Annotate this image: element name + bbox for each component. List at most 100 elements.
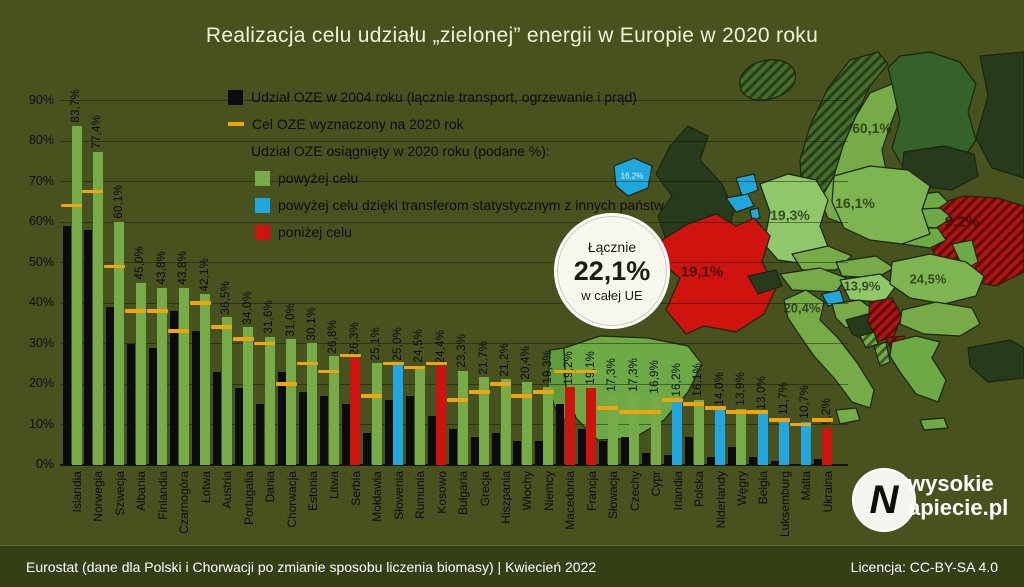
country-label: Czechy [627, 471, 642, 512]
country-label: Austria [220, 471, 235, 509]
map-bulgaria [899, 301, 981, 337]
target-marker [425, 361, 447, 366]
country-label: Kosowo [434, 471, 449, 514]
country-label: Ukraina [820, 471, 835, 513]
country-label: Hiszpania [499, 471, 513, 524]
bar-2004 [492, 432, 500, 465]
target-dash-icon [228, 122, 244, 126]
value-label: 43,8% [155, 251, 168, 285]
target-marker [554, 369, 576, 374]
target-marker [640, 410, 662, 414]
chart-legend: Udział OZE w 2004 roku (łącznie transpor… [228, 88, 664, 250]
bar-2004 [384, 400, 393, 465]
bar-2020 [521, 382, 532, 465]
bar-2020 [779, 417, 790, 465]
bar-2020 [264, 337, 275, 465]
legend-label-transfer: powyżej celu dzięki transferom statystyc… [278, 197, 664, 213]
country-label: Łotwa [198, 471, 213, 504]
bar-2004 [320, 396, 329, 465]
map-finland [887, 51, 977, 181]
logo-text: wysokie apiecie.pl [908, 471, 1008, 520]
bar-2020 [564, 387, 575, 465]
map-luxembourg [749, 207, 761, 221]
country-label: Macedonia [563, 471, 578, 530]
bar-2020 [371, 363, 382, 465]
y-axis-tick: 40% [28, 295, 54, 309]
map-value-label: 24,5% [909, 271, 947, 287]
map-france [655, 213, 777, 335]
bar-2004 [685, 436, 694, 465]
bar-2020 [286, 339, 296, 465]
y-axis-tick: 30% [28, 335, 54, 350]
value-label: 16,1% [692, 363, 705, 397]
value-label: 26,8% [327, 319, 340, 354]
bar-2004 [363, 432, 372, 465]
target-marker [725, 410, 747, 414]
y-axis-tick: 70% [28, 173, 54, 188]
value-label: 16,9% [649, 359, 662, 394]
map-slovakia [835, 255, 895, 279]
legend-label-target: Cel OZE wyznaczony na 2020 rok [252, 116, 464, 132]
green-square-icon [255, 170, 270, 186]
bar-2004 [792, 463, 801, 465]
y-axis-tick: 80% [28, 133, 54, 147]
bar-2020 [393, 363, 404, 465]
country-label: Słowacja [606, 471, 621, 520]
footer-bar: Eurostat (dane dla Polski i Chorwacji po… [0, 545, 1024, 587]
value-label: 25,1% [370, 326, 383, 361]
country-label: Portugalia [241, 471, 256, 526]
country-label: Dania [263, 471, 278, 503]
bar-2020 [350, 358, 361, 465]
bar-2020 [822, 427, 833, 465]
y-axis-tick: 50% [28, 254, 54, 269]
value-label: 19,3% [541, 350, 554, 384]
page-title: Realizacja celu udziału „zielonej” energ… [205, 24, 819, 47]
value-label: 43,8% [177, 251, 190, 285]
target-marker [447, 398, 469, 402]
map-sicily [835, 407, 861, 425]
value-label: 77,4% [91, 114, 104, 149]
y-axis-tick: 60% [28, 214, 54, 228]
bar-2004 [277, 371, 286, 465]
value-label: 30,1% [305, 306, 318, 341]
target-marker [189, 301, 211, 305]
value-label: 17,3% [627, 358, 640, 392]
bar-2020 [92, 151, 103, 465]
value-label: 23,3% [456, 334, 469, 368]
bar-2004 [63, 226, 71, 465]
target-marker [768, 418, 790, 422]
y-axis-tick: 20% [28, 376, 54, 390]
logo-line1: wysokie [908, 471, 994, 496]
target-marker [618, 410, 640, 414]
grid-line [60, 343, 848, 344]
eu-total-badge: Łącznie 22,1% w całej UE [554, 213, 670, 329]
map-value-label: 20,4% [783, 300, 821, 316]
legend-item-2004: Udział OZE w 2004 roku (łącznie transpor… [228, 88, 664, 106]
bar-2004 [556, 404, 565, 465]
map-serbia [867, 297, 903, 343]
country-label: Serbia [348, 471, 363, 506]
bar-2020 [114, 221, 125, 465]
bar-2020 [71, 126, 82, 465]
target-marker [361, 394, 383, 398]
bar-2004 [727, 446, 736, 465]
bar-2004 [427, 416, 436, 465]
eu-total-suffix: w całej UE [581, 288, 643, 303]
country-label: Polska [692, 471, 707, 508]
country-label: Belgia [756, 471, 771, 505]
country-label: Francja [584, 471, 599, 512]
value-label: 60,1% [112, 185, 125, 219]
bar-2020 [436, 366, 447, 465]
country-label: Irlandia [670, 471, 685, 511]
map-montenegro [859, 331, 879, 349]
value-label: 16,2% [670, 362, 683, 397]
map-iceland [739, 59, 797, 101]
target-marker [232, 337, 254, 341]
country-label: Grecja [477, 471, 492, 507]
bar-2004 [534, 440, 543, 465]
bar-2004 [599, 440, 608, 465]
bar-2020 [307, 343, 318, 465]
target-marker [254, 341, 276, 345]
map-russia [975, 51, 1024, 179]
bar-2020 [157, 287, 168, 465]
